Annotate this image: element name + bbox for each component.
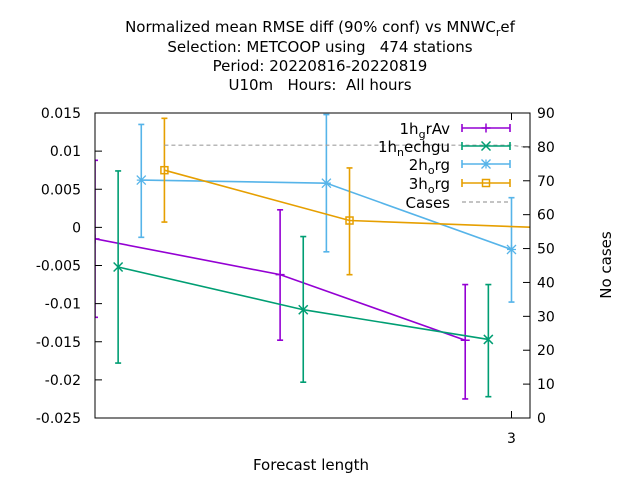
y2-tick-label: 50 [537,242,555,258]
legend-samples [461,123,511,203]
y-tick-label: 0.015 [41,106,81,122]
legend-sample-caps [461,179,511,187]
error-bar [485,283,492,398]
right-axis-label: No cases [597,231,615,299]
data-point [460,335,470,345]
data-point [160,165,169,175]
error-bar [161,117,168,223]
y-tick-label: 0 [72,220,81,236]
legend-sample-marker [481,123,491,133]
y-tick-label: -0.005 [36,259,81,275]
series-5 [164,144,530,149]
legend-label-3horg: 3horg [409,175,450,196]
title-line-3: Period: 20220816-20220819 [213,57,428,75]
y2-tick-label: 80 [537,140,555,156]
legend-sample-marker [481,159,491,169]
y-axis-right: 0 10 20 30 40 50 60 70 80 90 [523,106,555,427]
data-point [483,334,494,345]
data-point [531,224,538,231]
series-line [164,144,530,149]
y-tick-label: -0.025 [36,411,81,427]
legend: 1hgrAv 1hnechgu 2horg 3horg Cases [378,120,511,212]
data-point [113,261,124,273]
legend-label-1hgrav: 1hgrAv [400,120,451,141]
data-point [275,270,285,280]
series-1 [95,159,470,400]
y-tick-label: -0.01 [45,297,81,313]
data-point [136,175,147,186]
y-axis-left: -0.025 -0.02 -0.015 -0.01 -0.005 0 0.005 0.01 0.… [36,106,102,427]
y2-tick-label: 10 [537,377,555,393]
error-bar [346,167,353,276]
y-tick-label: 0.005 [41,182,81,198]
error-bar [532,182,538,274]
error-bar [95,159,98,319]
data-point [95,234,100,244]
y2-tick-label: 40 [537,275,555,291]
x-axis: 3 [507,113,516,447]
y-tick-label: -0.015 [36,335,81,351]
data-point [506,244,517,255]
legend-label-1hnechgu: 1hnechgu [378,138,450,159]
data-point [321,178,332,189]
legend-sample-caps [461,142,511,150]
x-tick-label: 3 [507,431,516,447]
series-3 [136,113,517,303]
y2-tick-label: 70 [537,174,555,190]
series-body [95,113,538,400]
y-tick-label: 0.01 [50,144,81,160]
data-point [298,304,309,315]
x-axis-label: Forecast length [253,456,369,474]
legend-label-2horg: 2horg [409,156,450,177]
legend-sample-caps [461,124,511,132]
title-line-2: Selection: METCOOP using 474 stations [167,38,472,56]
y-tick-label: -0.02 [45,373,81,389]
legend-label-cases: Cases [405,194,450,212]
y2-tick-label: 0 [537,411,546,427]
legend-sample-caps [461,160,511,168]
y2-tick-label: 30 [537,309,555,325]
legend-sample-marker [481,178,491,188]
title-line-4: U10m Hours: All hours [228,76,411,94]
legend-sample-marker [480,140,492,152]
series-2 [113,170,494,398]
title-line-1: Normalized mean RMSE diff (90% conf) vs … [125,18,516,39]
series-4 [160,117,538,276]
data-point [345,216,354,225]
y2-tick-label: 60 [537,208,555,224]
chart-title: Normalized mean RMSE diff (90% conf) vs … [125,18,516,94]
y2-tick-label: 90 [537,106,555,122]
y2-tick-label: 20 [537,343,555,359]
series-layer [95,113,538,400]
